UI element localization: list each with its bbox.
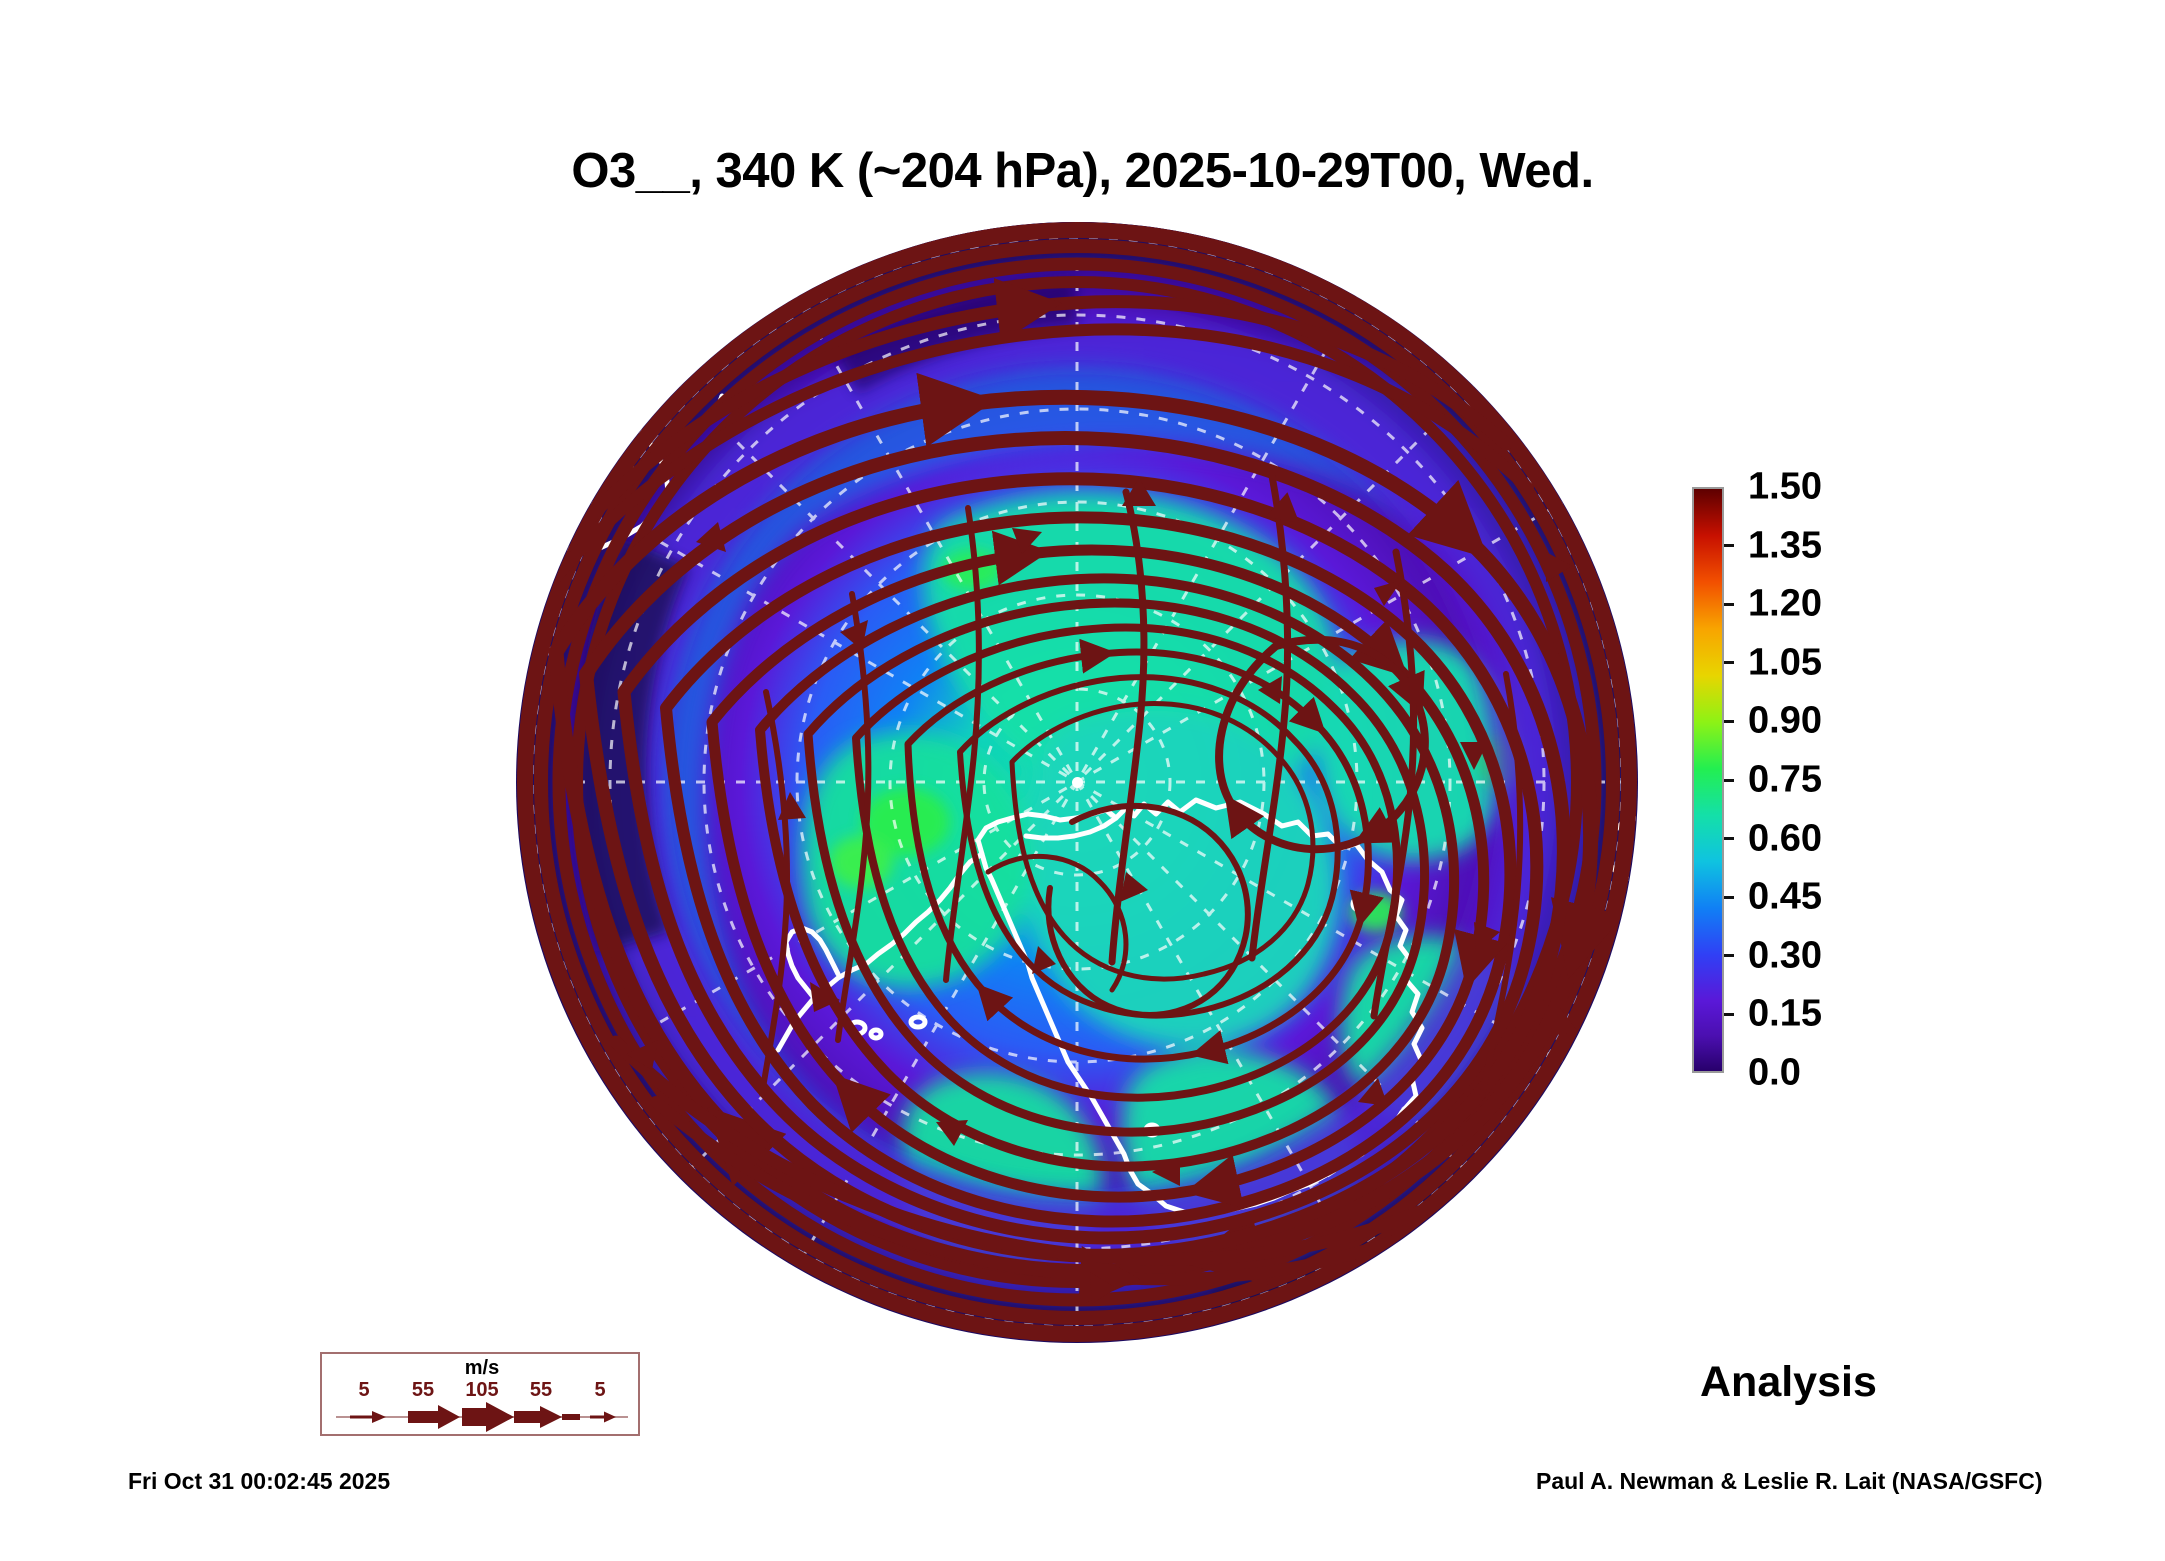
generation-timestamp: Fri Oct 31 00:02:45 2025 <box>128 1468 391 1494</box>
colorbar-tick-label: 0.30 <box>1748 934 1822 977</box>
wind-value-labels: 5 55 105 55 5 <box>322 1379 642 1402</box>
colorbar[interactable]: 1.50 1.35 1.20 1.05 0.90 0.75 0.60 0.45 0.30 0.15… <box>1692 466 1952 1094</box>
colorbar-tick-label: 0.45 <box>1748 875 1822 918</box>
colorbar-tick-label: 0.90 <box>1748 699 1822 742</box>
south-pole-marker <box>1071 777 1083 788</box>
colorbar-tick-label: 0.60 <box>1748 817 1822 860</box>
colorbar-tick <box>1724 837 1734 841</box>
colorbar-tick-label: 1.35 <box>1748 524 1822 567</box>
wind-speed-value: 105 <box>465 1379 499 1401</box>
colorbar-tick-label: 0.0 <box>1748 1051 1801 1094</box>
colorbar-tick <box>1724 719 1734 723</box>
analysis-label: Analysis <box>1700 1358 1877 1406</box>
wind-speed-value: 5 <box>594 1379 606 1401</box>
wind-speed-value: 55 <box>411 1379 435 1401</box>
polar-map[interactable] <box>516 222 1638 1343</box>
colorbar-tick <box>1724 544 1734 548</box>
wind-speed-value: 5 <box>358 1379 370 1401</box>
wind-streamlines <box>517 222 1637 1342</box>
colorbar-tick-label: 1.05 <box>1748 641 1822 684</box>
page-title: O3__, 340 K (~204 hPa), 2025-10-29T00, W… <box>571 144 1594 198</box>
colorbar-tick <box>1724 895 1734 899</box>
author-credit: Paul A. Newman & Leslie R. Lait (NASA/GS… <box>1536 1468 2043 1494</box>
wind-speed-value: 55 <box>529 1379 553 1401</box>
colorbar-tick <box>1724 661 1734 665</box>
wind-speed-legend: m/s 5 55 105 55 5 <box>320 1352 640 1436</box>
map-disc <box>516 222 1638 1343</box>
colorbar-tick <box>1724 602 1734 606</box>
colorbar-tick-label: 0.15 <box>1748 992 1822 1035</box>
colorbar-tick-label: 1.20 <box>1748 582 1822 625</box>
colorbar-tick <box>1724 954 1734 958</box>
colorbar-tick <box>1724 778 1734 782</box>
colorbar-tick-label: 0.75 <box>1748 758 1822 801</box>
colorbar-tick <box>1724 1012 1734 1016</box>
wind-arrow-scale <box>336 1402 628 1432</box>
wind-units-label: m/s <box>464 1357 500 1379</box>
colorbar-gradient <box>1692 487 1724 1073</box>
colorbar-tick-label: 1.50 <box>1748 465 1822 508</box>
